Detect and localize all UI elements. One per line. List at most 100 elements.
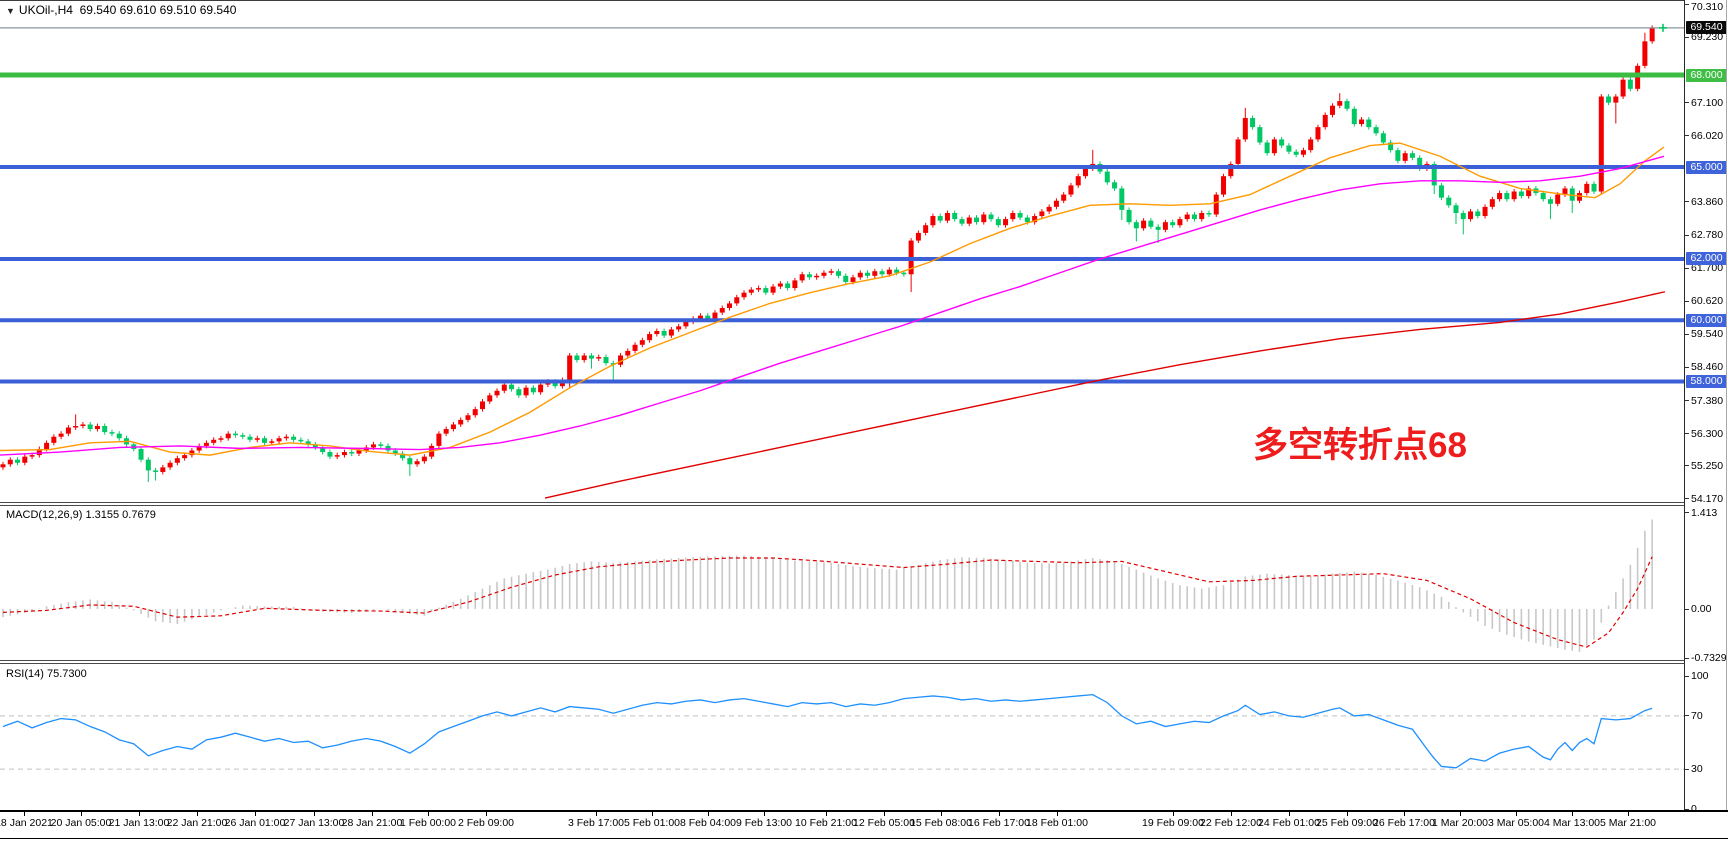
macd-panel-surface[interactable]: [0, 506, 1684, 660]
price-tick: 59.540: [1691, 328, 1724, 341]
time-tick: [314, 812, 315, 816]
time-label: 26 Feb 17:00: [1373, 817, 1435, 829]
time-label: 3 Mar 05:00: [1487, 817, 1545, 829]
time-tick: [1404, 812, 1405, 816]
rsi-canvas[interactable]: [0, 665, 1684, 810]
price-badge-62.000: 62.000: [1686, 252, 1727, 266]
main-chart-surface[interactable]: [0, 0, 1684, 502]
rsi-panel-surface[interactable]: [0, 665, 1684, 810]
time-tick: [596, 812, 597, 816]
rsi-tick: 0: [1691, 803, 1697, 815]
time-label: 5 Feb 01:00: [623, 817, 681, 829]
macd-tick-dash: [1685, 657, 1689, 659]
ma-slow-red-line[interactable]: [544, 291, 1666, 499]
rsi-tick: 30: [1691, 763, 1703, 776]
time-tick: [708, 812, 709, 816]
panel-divider[interactable]: [0, 505, 1684, 506]
time-tick: [1516, 812, 1517, 816]
price-tick-dash: [1685, 465, 1689, 467]
rsi-tick-dash: [1685, 768, 1689, 770]
price-tick-dash: [1685, 498, 1689, 500]
rsi-tick-dash: [1685, 808, 1689, 810]
price-tick: 69.230: [1691, 31, 1724, 44]
price-tick: 67.100: [1691, 96, 1724, 109]
price-axis[interactable]: 70.310 69.230 67.100 66.020 63.860 62.780 61.7…: [1685, 0, 1728, 815]
macd-canvas[interactable]: [0, 506, 1684, 660]
price-tick-dash: [1685, 300, 1689, 302]
macd-tick: 0.00: [1691, 603, 1712, 615]
time-tick: [884, 812, 885, 816]
price-tick-dash: [1685, 234, 1689, 236]
time-tick: [1460, 812, 1461, 816]
time-label: 3 Feb 17:00: [567, 817, 625, 829]
time-tick: [486, 812, 487, 816]
panel-divider[interactable]: [0, 663, 1684, 664]
price-tick: 62.780: [1691, 229, 1724, 242]
window-right-edge: [1726, 0, 1727, 841]
time-label: 24 Feb 01:00: [1258, 817, 1320, 829]
macd-tick: 1.413: [1691, 506, 1718, 519]
time-tick: [1173, 812, 1174, 816]
price-tick-dash: [1685, 366, 1689, 368]
time-tick: [372, 812, 373, 816]
macd-label: MACD(12,26,9) 1.3155 0.7679: [6, 509, 156, 521]
price-tick: 60.620: [1691, 295, 1724, 308]
rsi-tick: 70: [1691, 709, 1703, 722]
time-label: 2 Feb 09:00: [457, 817, 515, 829]
time-tick: [652, 812, 653, 816]
symbol-dropdown-icon[interactable]: ▼: [6, 6, 15, 16]
price-tick-dash: [1685, 267, 1689, 269]
macd-signal-line: [2, 556, 1653, 648]
time-label: 1 Feb 00:00: [399, 817, 457, 829]
title-symbol-timeframe: UKOil-,H4: [18, 3, 73, 17]
time-tick: [197, 812, 198, 816]
rsi-line: [2, 693, 1653, 769]
time-axis-border: [0, 810, 1728, 812]
time-label: 15 Feb 08:00: [910, 817, 972, 829]
candle-series: [0, 25, 1655, 483]
panel-divider[interactable]: [0, 502, 1684, 503]
macd-tick-dash: [1685, 608, 1689, 610]
ma-mid-magenta-line[interactable]: [0, 155, 1665, 456]
price-badge-65.000: 65.000: [1686, 160, 1727, 174]
time-tick: [1572, 812, 1573, 816]
time-label: 4 Mar 13:00: [1543, 817, 1601, 829]
title-ohlc: 69.540 69.610 69.510 69.540: [79, 3, 237, 17]
time-tick: [1289, 812, 1290, 816]
time-label: 19 Feb 09:00: [1142, 817, 1204, 829]
price-chart-canvas[interactable]: [0, 0, 1684, 502]
macd-tick: -0.7329: [1691, 652, 1727, 664]
price-tick-dash: [1685, 36, 1689, 38]
price-badge-60.000: 60.000: [1686, 313, 1727, 327]
price-badge-69.540: 69.540: [1686, 21, 1727, 35]
time-tick: [81, 812, 82, 816]
time-tick: [826, 812, 827, 816]
window-top-border: [0, 0, 1728, 1]
annotation-text[interactable]: 多空转折点68: [1253, 426, 1467, 465]
time-label: 28 Jan 21:00: [341, 817, 403, 829]
price-tick-dash: [1685, 433, 1689, 435]
time-label: 22 Jan 21:00: [166, 817, 228, 829]
price-tick: 55.250: [1691, 459, 1724, 472]
price-tick-dash: [1685, 102, 1689, 104]
time-tick: [139, 812, 140, 816]
price-tick: 70.310: [1691, 1, 1724, 13]
time-label: 26 Jan 01:00: [224, 817, 286, 829]
time-tick: [255, 812, 256, 816]
time-axis[interactable]: 18 Jan 2021 20 Jan 05:00 21 Jan 13:00 22 Ja…: [0, 810, 1728, 841]
time-tick: [24, 812, 25, 816]
time-tick: [1057, 812, 1058, 816]
rsi-label: RSI(14) 75.7300: [6, 668, 87, 680]
price-tick: 54.170: [1691, 492, 1724, 505]
macd-tick-dash: [1685, 512, 1689, 514]
price-badge-68.000: 68.000: [1686, 68, 1727, 82]
price-tick-dash: [1685, 333, 1689, 335]
time-label: 5 Mar 21:00: [1599, 817, 1657, 829]
time-tick: [941, 812, 942, 816]
ma-fast-orange-line[interactable]: [0, 142, 1665, 456]
price-tick-dash: [1685, 400, 1689, 402]
macd-histogram: [2, 519, 1653, 652]
time-label: 8 Feb 04:00: [679, 817, 737, 829]
panel-divider[interactable]: [0, 660, 1684, 661]
chart-title: ▼ UKOil-,H4 69.540 69.610 69.510 69.540: [6, 3, 236, 17]
